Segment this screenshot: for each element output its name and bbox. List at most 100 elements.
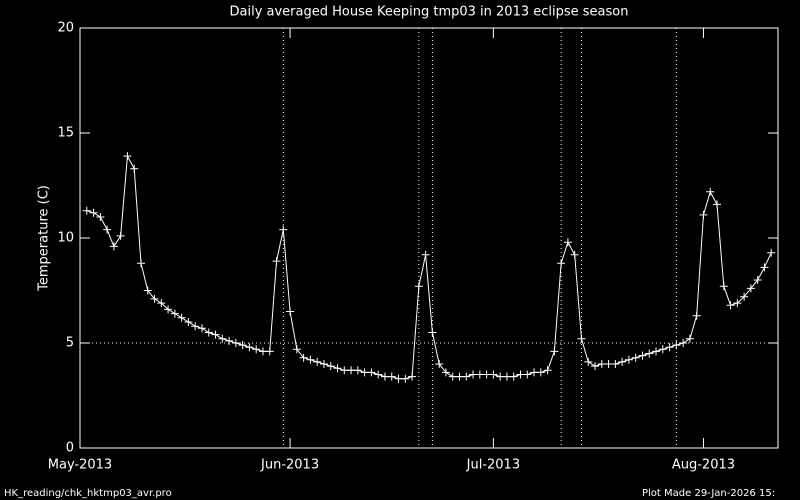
- data-point: [530, 368, 539, 377]
- data-point: [760, 263, 769, 272]
- data-point: [245, 343, 254, 352]
- data-point: [353, 366, 362, 375]
- data-point: [570, 250, 579, 259]
- x-tick-label: Aug-2013: [672, 458, 735, 473]
- data-point: [516, 370, 525, 379]
- data-point: [740, 292, 749, 301]
- data-point: [692, 311, 701, 320]
- data-point: [150, 294, 159, 303]
- data-point: [496, 372, 505, 381]
- data-point: [509, 372, 518, 381]
- data-point: [157, 299, 166, 308]
- data-point: [103, 225, 112, 234]
- data-point: [421, 250, 430, 259]
- data-point: [523, 370, 532, 379]
- data-point: [313, 357, 322, 366]
- data-point: [123, 152, 132, 161]
- data-line: [86, 154, 772, 380]
- data-point: [584, 357, 593, 366]
- data-point: [387, 372, 396, 381]
- data-point: [550, 347, 559, 356]
- x-tick-label: May-2013: [48, 458, 112, 473]
- data-point: [252, 345, 261, 354]
- data-point: [672, 341, 681, 350]
- data-point: [455, 372, 464, 381]
- data-point: [204, 328, 213, 337]
- data-point: [746, 284, 755, 293]
- data-point: [441, 368, 450, 377]
- y-tick-label: 20: [57, 21, 74, 36]
- data-point: [394, 374, 403, 383]
- data-point: [652, 347, 661, 356]
- data-point: [645, 349, 654, 358]
- data-point: [611, 360, 620, 368]
- data-point: [753, 276, 762, 284]
- y-tick-label: 10: [57, 231, 74, 246]
- data-point: [299, 353, 308, 362]
- data-point: [360, 368, 369, 377]
- chart-title: Daily averaged House Keeping tmp03 in 20…: [230, 5, 629, 20]
- x-tick-label: Jun-2013: [260, 458, 319, 473]
- data-point: [319, 360, 328, 368]
- data-point: [197, 324, 206, 333]
- data-point: [89, 208, 98, 217]
- data-point: [597, 360, 606, 368]
- data-point: [638, 351, 647, 360]
- data-point: [618, 357, 627, 366]
- data-point: [563, 238, 572, 247]
- data-point: [482, 370, 491, 379]
- data-point: [191, 322, 200, 331]
- x-tick-label: Jul-2013: [466, 458, 520, 473]
- data-point: [489, 370, 498, 379]
- data-point: [462, 372, 471, 381]
- y-tick-label: 15: [57, 126, 74, 141]
- data-point: [279, 225, 288, 234]
- data-point: [665, 343, 674, 352]
- data-point: [713, 200, 722, 209]
- data-point: [170, 309, 179, 318]
- data-point: [543, 366, 552, 375]
- data-point: [706, 187, 715, 196]
- data-point: [326, 362, 335, 371]
- data-point: [109, 242, 118, 251]
- data-point: [96, 213, 105, 221]
- data-point: [428, 328, 437, 337]
- data-point: [414, 282, 423, 291]
- data-point: [218, 334, 227, 343]
- data-point: [211, 330, 220, 339]
- data-point: [719, 282, 728, 291]
- data-point: [658, 345, 667, 354]
- data-point: [685, 334, 694, 343]
- data-point: [557, 259, 566, 268]
- data-point: [306, 355, 315, 364]
- data-point: [340, 366, 349, 375]
- data-point: [164, 305, 173, 314]
- data-point: [380, 372, 389, 381]
- data-point: [367, 368, 376, 377]
- y-axis-label: Temperature (C): [37, 185, 52, 292]
- data-point: [536, 368, 545, 377]
- data-point: [347, 366, 356, 375]
- data-point: [577, 334, 586, 343]
- data-point: [231, 339, 240, 347]
- data-point: [374, 370, 383, 379]
- data-point: [502, 372, 511, 381]
- data-point: [624, 355, 633, 364]
- data-point: [116, 231, 125, 240]
- data-point: [679, 339, 688, 347]
- data-point: [272, 257, 281, 266]
- data-point: [604, 360, 613, 368]
- data-point: [238, 341, 247, 350]
- data-point: [130, 164, 139, 173]
- data-point: [448, 372, 457, 381]
- data-point: [475, 370, 484, 379]
- data-point: [292, 345, 301, 354]
- data-point: [631, 353, 640, 362]
- y-tick-label: 0: [66, 441, 74, 456]
- plot-frame: [79, 27, 779, 449]
- data-point: [408, 372, 417, 381]
- data-point: [265, 347, 274, 356]
- data-point: [435, 360, 444, 368]
